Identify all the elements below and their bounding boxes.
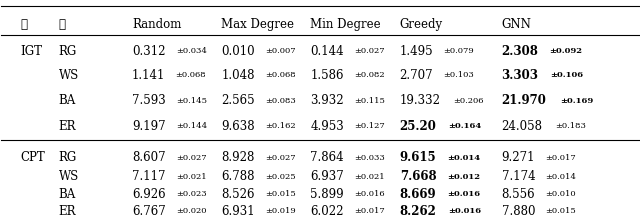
Text: ±0.016: ±0.016 — [355, 190, 385, 198]
Text: 9.615: 9.615 — [399, 151, 436, 164]
Text: ±0.014: ±0.014 — [545, 173, 576, 181]
Text: ±0.014: ±0.014 — [447, 154, 481, 162]
Text: 1.048: 1.048 — [221, 69, 255, 82]
Text: ±0.016: ±0.016 — [447, 190, 481, 198]
Text: 6.788: 6.788 — [221, 170, 255, 183]
Text: 8.669: 8.669 — [399, 188, 436, 201]
Text: WS: WS — [59, 69, 79, 82]
Text: Greedy: Greedy — [399, 18, 443, 31]
Text: 7.668: 7.668 — [399, 170, 436, 183]
Text: 0.144: 0.144 — [310, 45, 344, 58]
Text: 7.117: 7.117 — [132, 170, 166, 183]
Text: 0.312: 0.312 — [132, 45, 166, 58]
Text: 6.937: 6.937 — [310, 170, 344, 183]
Text: 7.880: 7.880 — [502, 205, 535, 218]
Text: ±0.082: ±0.082 — [354, 72, 385, 79]
Text: ±0.021: ±0.021 — [355, 173, 385, 181]
Text: 3.932: 3.932 — [310, 94, 344, 107]
Text: ER: ER — [59, 205, 76, 218]
Text: 19.332: 19.332 — [399, 94, 441, 107]
Text: ±0.162: ±0.162 — [265, 122, 296, 130]
Text: ±0.012: ±0.012 — [447, 173, 481, 181]
Text: ±0.027: ±0.027 — [355, 47, 385, 55]
Text: ±0.115: ±0.115 — [355, 97, 385, 105]
Text: ±0.079: ±0.079 — [444, 47, 474, 55]
Text: 3.303: 3.303 — [502, 69, 539, 82]
Text: 9.271: 9.271 — [502, 151, 535, 164]
Text: ±0.023: ±0.023 — [176, 190, 207, 198]
Text: ±0.007: ±0.007 — [265, 47, 296, 55]
Text: ±0.145: ±0.145 — [176, 97, 207, 105]
Text: CPT: CPT — [20, 151, 45, 164]
Text: ±0.103: ±0.103 — [444, 72, 474, 79]
Text: ±0.164: ±0.164 — [447, 122, 481, 130]
Text: BA: BA — [59, 188, 76, 201]
Text: ER: ER — [59, 120, 76, 133]
Text: 6.931: 6.931 — [221, 205, 255, 218]
Text: 1.586: 1.586 — [310, 69, 344, 82]
Text: ±0.127: ±0.127 — [355, 122, 385, 130]
Text: ±0.033: ±0.033 — [355, 154, 385, 162]
Text: ±0.169: ±0.169 — [560, 97, 593, 105]
Text: 8.607: 8.607 — [132, 151, 166, 164]
Text: ℱ: ℱ — [20, 18, 28, 31]
Text: ±0.068: ±0.068 — [265, 72, 296, 79]
Text: ±0.025: ±0.025 — [265, 173, 296, 181]
Text: 2.707: 2.707 — [399, 69, 433, 82]
Text: 2.308: 2.308 — [502, 45, 538, 58]
Text: ±0.015: ±0.015 — [265, 190, 296, 198]
Text: 21.970: 21.970 — [502, 94, 547, 107]
Text: 6.022: 6.022 — [310, 205, 344, 218]
Text: 0.010: 0.010 — [221, 45, 255, 58]
Text: 8.928: 8.928 — [221, 151, 255, 164]
Text: ±0.027: ±0.027 — [176, 154, 207, 162]
Text: 8.556: 8.556 — [502, 188, 535, 201]
Text: GNN: GNN — [502, 18, 531, 31]
Text: 9.638: 9.638 — [221, 120, 255, 133]
Text: ±0.092: ±0.092 — [550, 47, 582, 55]
Text: Min Degree: Min Degree — [310, 18, 381, 31]
Text: 1.141: 1.141 — [132, 69, 165, 82]
Text: 4.953: 4.953 — [310, 120, 344, 133]
Text: ℊ: ℊ — [59, 18, 66, 31]
Text: 8.262: 8.262 — [399, 205, 436, 218]
Text: ±0.010: ±0.010 — [545, 190, 576, 198]
Text: 24.058: 24.058 — [502, 120, 543, 133]
Text: ±0.015: ±0.015 — [545, 207, 576, 215]
Text: IGT: IGT — [20, 45, 42, 58]
Text: ±0.083: ±0.083 — [265, 97, 296, 105]
Text: ±0.106: ±0.106 — [550, 72, 583, 79]
Text: 7.864: 7.864 — [310, 151, 344, 164]
Text: ±0.016: ±0.016 — [447, 207, 481, 215]
Text: 6.767: 6.767 — [132, 205, 166, 218]
Text: ±0.020: ±0.020 — [176, 207, 207, 215]
Text: ±0.017: ±0.017 — [545, 154, 576, 162]
Text: ±0.183: ±0.183 — [555, 122, 586, 130]
Text: 9.197: 9.197 — [132, 120, 166, 133]
Text: RG: RG — [59, 151, 77, 164]
Text: 5.899: 5.899 — [310, 188, 344, 201]
Text: ±0.027: ±0.027 — [265, 154, 296, 162]
Text: 7.174: 7.174 — [502, 170, 535, 183]
Text: ±0.017: ±0.017 — [354, 207, 385, 215]
Text: ±0.206: ±0.206 — [453, 97, 483, 105]
Text: BA: BA — [59, 94, 76, 107]
Text: ±0.068: ±0.068 — [175, 72, 206, 79]
Text: RG: RG — [59, 45, 77, 58]
Text: 6.926: 6.926 — [132, 188, 166, 201]
Text: 25.20: 25.20 — [399, 120, 436, 133]
Text: 7.593: 7.593 — [132, 94, 166, 107]
Text: ±0.034: ±0.034 — [176, 47, 207, 55]
Text: ±0.019: ±0.019 — [265, 207, 296, 215]
Text: WS: WS — [59, 170, 79, 183]
Text: ±0.021: ±0.021 — [176, 173, 206, 181]
Text: Max Degree: Max Degree — [221, 18, 294, 31]
Text: 1.495: 1.495 — [399, 45, 433, 58]
Text: 8.526: 8.526 — [221, 188, 255, 201]
Text: 2.565: 2.565 — [221, 94, 255, 107]
Text: Random: Random — [132, 18, 181, 31]
Text: ±0.144: ±0.144 — [176, 122, 207, 130]
